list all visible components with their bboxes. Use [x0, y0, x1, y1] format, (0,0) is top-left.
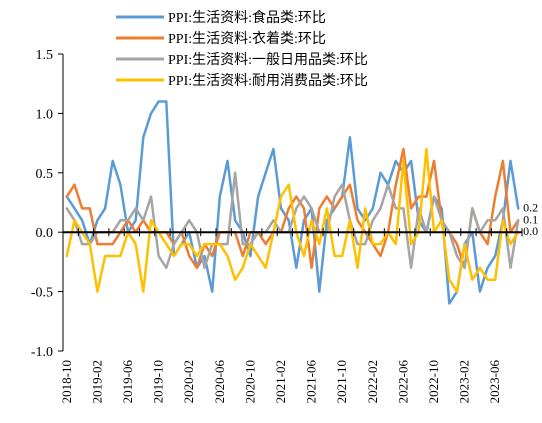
end-value-label: 0.0 — [523, 224, 538, 238]
x-tick-label: 2019-10 — [151, 360, 166, 403]
end-value-label: 0.1 — [523, 212, 538, 226]
y-tick-label: 0.0 — [36, 226, 54, 241]
end-value-label: 0.2 — [523, 200, 538, 214]
y-axis: 1.5 1.0 0.5 0.0 -0.5 -1.0 — [31, 48, 64, 360]
x-tick-labels: 2018-10 2019-02 2019-06 2019-10 2020-02 2020-… — [59, 360, 502, 404]
y-tick-label: 1.5 — [36, 48, 54, 63]
y-tick-label: -1.0 — [31, 345, 53, 360]
x-tick-label: 2020-06 — [212, 360, 227, 404]
x-tick-label: 2019-02 — [89, 360, 104, 403]
x-tick-label: 2023-02 — [457, 360, 472, 403]
legend-label: PPI:生活资料:一般日用品类:环比 — [168, 52, 368, 68]
legend-label: PPI:生活资料:耐用消费品类:环比 — [168, 73, 368, 89]
y-tick-label: -0.5 — [31, 286, 53, 301]
series-group — [65, 100, 520, 305]
end-labels: 0.20.10.0 — [523, 200, 538, 238]
x-tick-label: 2022-02 — [365, 360, 380, 403]
legend: PPI:生活资料:食品类:环比 PPI:生活资料:衣着类:环比 PPI:生活资料:一… — [116, 9, 368, 89]
x-tick-label: 2019-06 — [120, 360, 135, 404]
x-tick-label: 2022-06 — [395, 360, 410, 404]
y-tick-label: 1.0 — [36, 107, 54, 122]
x-tick-label: 2023-06 — [487, 360, 502, 404]
x-tick-label: 2021-06 — [304, 360, 319, 404]
x-tick-label: 2021-10 — [334, 360, 349, 403]
x-tick-label: 2018-10 — [59, 360, 74, 403]
series-line-4 — [65, 147, 520, 293]
x-axis — [62, 228, 523, 237]
x-tick-label: 2020-02 — [181, 360, 196, 403]
legend-label: PPI:生活资料:衣着类:环比 — [168, 31, 326, 47]
x-tick-label: 2022-10 — [426, 360, 441, 403]
x-tick-label: 2020-10 — [242, 360, 257, 403]
x-tick-label: 2021-02 — [273, 360, 288, 403]
y-tick-label: 0.5 — [36, 167, 54, 182]
legend-label: PPI:生活资料:食品类:环比 — [168, 9, 326, 26]
